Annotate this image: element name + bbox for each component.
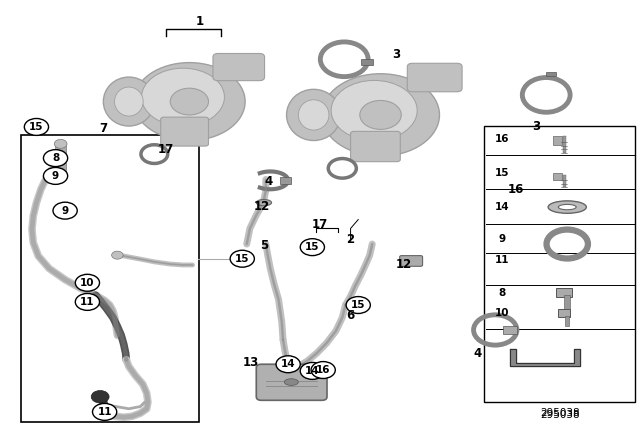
Text: 4: 4 — [474, 347, 482, 360]
FancyBboxPatch shape — [407, 63, 462, 92]
Text: 9: 9 — [499, 234, 506, 244]
Circle shape — [44, 168, 68, 185]
Ellipse shape — [256, 199, 271, 206]
Text: 15: 15 — [351, 300, 365, 310]
Text: 5: 5 — [260, 239, 268, 252]
Ellipse shape — [287, 89, 340, 141]
Text: 12: 12 — [253, 200, 269, 213]
Text: 17: 17 — [157, 143, 174, 156]
Text: 9: 9 — [52, 171, 59, 181]
Text: 16: 16 — [508, 183, 524, 196]
Text: 2: 2 — [346, 233, 355, 246]
Ellipse shape — [103, 77, 154, 126]
Bar — [553, 173, 562, 181]
Text: 6: 6 — [346, 309, 355, 322]
Text: 10: 10 — [80, 278, 95, 288]
Text: 11: 11 — [97, 407, 112, 417]
Text: 16: 16 — [495, 134, 509, 144]
Text: 10: 10 — [495, 308, 509, 318]
FancyBboxPatch shape — [213, 53, 264, 81]
Text: 13: 13 — [243, 357, 259, 370]
FancyBboxPatch shape — [399, 256, 422, 266]
Bar — [55, 145, 67, 155]
Circle shape — [76, 293, 100, 310]
Circle shape — [92, 391, 109, 403]
Text: 8: 8 — [52, 153, 59, 163]
Bar — [503, 327, 517, 333]
Text: 15: 15 — [235, 254, 250, 264]
Text: 9: 9 — [61, 206, 68, 215]
Circle shape — [276, 356, 300, 373]
Text: 14: 14 — [495, 202, 509, 212]
Ellipse shape — [360, 100, 401, 129]
FancyBboxPatch shape — [556, 288, 572, 297]
Circle shape — [300, 362, 324, 379]
Ellipse shape — [558, 204, 576, 210]
Text: 295038: 295038 — [540, 408, 580, 418]
Bar — [280, 177, 291, 184]
Polygon shape — [510, 349, 580, 366]
Circle shape — [76, 274, 100, 291]
Text: 15: 15 — [29, 122, 44, 132]
FancyBboxPatch shape — [351, 131, 400, 162]
Text: 295038: 295038 — [540, 409, 580, 420]
Ellipse shape — [298, 100, 329, 130]
Ellipse shape — [115, 87, 143, 116]
Text: 11: 11 — [495, 254, 509, 265]
Bar — [55, 163, 67, 172]
Text: 15: 15 — [495, 168, 509, 178]
Text: 12: 12 — [396, 258, 412, 271]
Bar — [563, 175, 566, 188]
Circle shape — [24, 118, 49, 135]
FancyBboxPatch shape — [256, 364, 327, 401]
Circle shape — [53, 202, 77, 219]
Circle shape — [93, 404, 116, 420]
Text: 17: 17 — [312, 218, 328, 231]
Ellipse shape — [170, 88, 209, 115]
Circle shape — [300, 239, 324, 256]
Text: 14: 14 — [281, 359, 296, 369]
Ellipse shape — [141, 68, 225, 126]
Bar — [564, 316, 569, 327]
Text: 3: 3 — [392, 48, 401, 61]
Ellipse shape — [548, 201, 586, 213]
Ellipse shape — [134, 63, 245, 141]
Text: 16: 16 — [316, 365, 330, 375]
Text: 3: 3 — [532, 120, 541, 133]
FancyBboxPatch shape — [161, 117, 209, 146]
Text: 15: 15 — [305, 242, 319, 252]
Text: 8: 8 — [499, 288, 506, 298]
Text: 14: 14 — [305, 366, 319, 376]
FancyBboxPatch shape — [558, 310, 570, 317]
Circle shape — [346, 297, 371, 314]
Circle shape — [311, 362, 335, 379]
Text: 7: 7 — [99, 122, 108, 135]
Ellipse shape — [331, 80, 417, 141]
Ellipse shape — [321, 74, 440, 156]
Bar — [564, 295, 570, 309]
Circle shape — [230, 250, 254, 267]
Bar — [484, 126, 636, 402]
Circle shape — [111, 251, 123, 259]
Circle shape — [44, 150, 68, 167]
Bar — [563, 136, 566, 153]
Bar — [362, 59, 373, 65]
Bar — [546, 72, 556, 76]
Bar — [20, 135, 199, 422]
Circle shape — [54, 139, 67, 148]
Bar — [553, 136, 562, 145]
Ellipse shape — [284, 379, 298, 385]
Text: 4: 4 — [265, 175, 273, 188]
Text: 1: 1 — [196, 15, 204, 28]
Text: 11: 11 — [80, 297, 95, 307]
